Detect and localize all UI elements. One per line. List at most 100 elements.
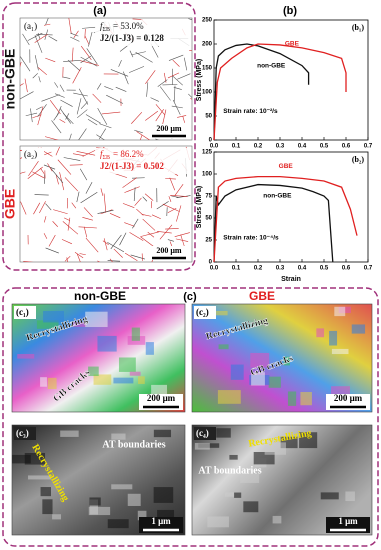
x-tick-label: 0.5 <box>320 144 329 150</box>
grain-boundary <box>169 177 176 191</box>
grain-boundary <box>173 85 176 103</box>
grain-boundary <box>34 34 48 43</box>
grain-boundary <box>182 115 185 123</box>
grain-boundary <box>72 67 82 84</box>
grain-boundary <box>188 93 192 99</box>
grain-boundary <box>110 69 129 77</box>
texture <box>113 377 134 384</box>
grain-boundary <box>71 47 74 62</box>
grain-boundary <box>39 201 46 214</box>
grain-boundary <box>69 133 72 140</box>
grain-boundary <box>156 231 172 234</box>
grain-boundary <box>64 256 71 262</box>
grain-boundary <box>67 59 81 72</box>
grain-boundary <box>80 60 99 66</box>
texture <box>151 384 168 396</box>
texture <box>250 352 270 368</box>
annotation: Strain rate: 10⁻⁴/s <box>223 235 279 242</box>
grain-boundary <box>57 159 72 175</box>
texture <box>93 374 112 385</box>
grain-boundary <box>84 29 86 39</box>
label-bg <box>194 427 216 440</box>
grain-boundary <box>20 171 26 174</box>
grain-boundary <box>171 75 183 86</box>
grain-boundary <box>20 56 31 72</box>
texture <box>60 430 79 437</box>
image-label: (c₂) <box>196 307 209 317</box>
scale-label: 200 μm <box>156 124 182 133</box>
grain-boundary <box>109 258 113 262</box>
grain-boundary <box>49 100 61 115</box>
grain-boundary <box>59 84 65 92</box>
grain-boundary <box>142 196 148 202</box>
texture <box>272 515 282 524</box>
grain-boundary <box>76 253 81 262</box>
grain-boundary <box>172 59 180 67</box>
grain-boundary <box>32 114 42 119</box>
grain-boundary <box>159 86 171 101</box>
y-axis-label: Stress (MPa) <box>196 59 203 101</box>
image-label: (a₂) <box>24 149 37 159</box>
grain-boundary <box>65 113 70 120</box>
fraction-text: fΣB = 86.2% <box>100 149 144 161</box>
grain-boundary <box>32 73 38 79</box>
grain-boundary <box>106 94 124 104</box>
grain-boundary <box>54 93 65 98</box>
grain-boundary <box>52 221 58 227</box>
annotation: non-GBE <box>257 62 286 69</box>
grain-boundary <box>23 261 34 262</box>
texture <box>331 348 349 355</box>
annotation: AT boundaries <box>102 439 165 450</box>
grain-boundary <box>72 153 85 156</box>
texture <box>264 442 286 455</box>
panel-title: (c) <box>183 291 197 303</box>
texture <box>229 454 238 460</box>
grain-boundary <box>30 108 33 123</box>
y-tick-label: 75 <box>205 194 212 200</box>
stress-strain-curve <box>213 43 310 141</box>
grain-boundary <box>61 239 73 245</box>
texture <box>206 310 228 316</box>
image-label: (a₁) <box>24 21 37 31</box>
x-tick-label: 0.7 <box>364 144 373 150</box>
y-tick-label: 200 <box>202 42 213 48</box>
scale-bg <box>148 246 190 260</box>
y-tick-label: 0 <box>209 260 213 266</box>
grain-boundary <box>80 101 88 110</box>
texture <box>287 391 297 406</box>
texture <box>253 452 275 465</box>
grain-boundary <box>77 109 88 119</box>
grain-boundary <box>27 32 44 41</box>
grain-boundary <box>55 174 59 185</box>
grain-boundary <box>73 30 79 38</box>
grain-boundary <box>45 247 59 254</box>
grain-boundary <box>134 129 143 134</box>
grain-boundary <box>20 61 22 68</box>
x-tick-label: 0.4 <box>298 266 307 272</box>
grain-boundary <box>32 171 45 179</box>
texture <box>47 377 57 390</box>
grain-boundary <box>174 232 190 237</box>
grain-boundary <box>172 99 181 115</box>
grain-boundary <box>177 73 191 80</box>
grain-boundary <box>25 112 38 117</box>
y-tick-label: 100 <box>202 90 213 96</box>
y-axis-label: Stress (MPa) <box>196 186 203 228</box>
texture <box>331 386 350 396</box>
plot-frame <box>213 151 369 263</box>
texture <box>89 497 101 506</box>
grain-boundary <box>175 238 189 242</box>
x-tick-label: 0.2 <box>254 266 263 272</box>
grain-boundary <box>34 194 49 196</box>
grain-boundary <box>124 252 138 261</box>
texture <box>85 311 108 328</box>
grain-boundary <box>20 91 34 100</box>
grain-boundary <box>87 119 98 126</box>
grain-boundary <box>70 32 79 37</box>
grain-boundary <box>124 186 140 193</box>
grain-boundary <box>162 203 180 212</box>
group-label: GBE <box>2 189 18 219</box>
grain-boundary <box>103 238 108 251</box>
texture <box>320 492 339 500</box>
grain-boundary <box>135 52 153 63</box>
